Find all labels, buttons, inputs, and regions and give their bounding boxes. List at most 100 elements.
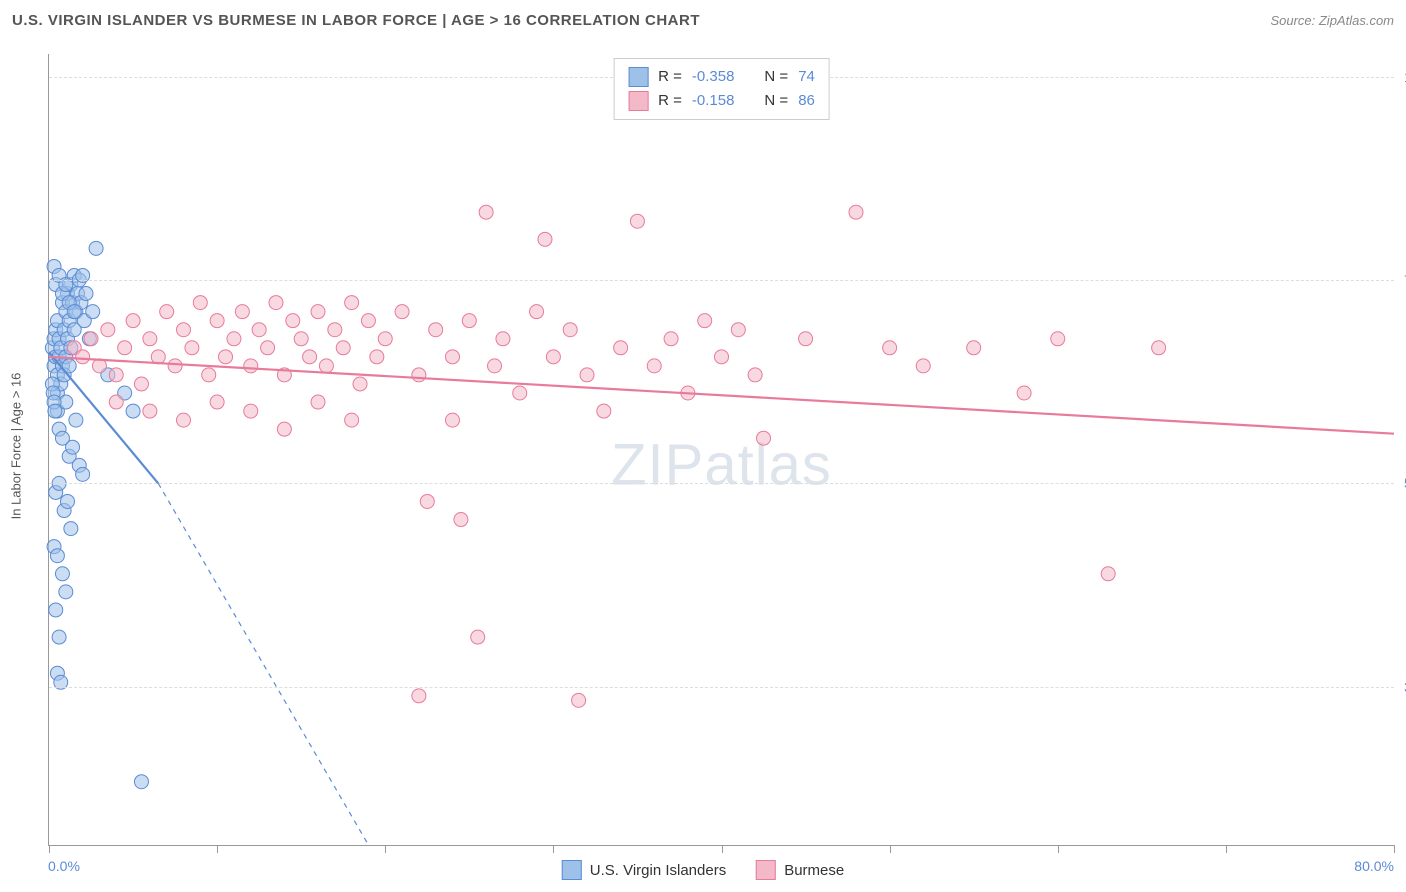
data-point — [471, 630, 485, 644]
data-point — [126, 404, 140, 418]
data-point — [614, 341, 628, 355]
chart-title: U.S. VIRGIN ISLANDER VS BURMESE IN LABOR… — [12, 12, 700, 29]
data-point — [345, 296, 359, 310]
legend-item-2: Burmese — [756, 860, 844, 880]
data-point — [210, 395, 224, 409]
legend-bottom-label-1: U.S. Virgin Islanders — [590, 862, 726, 879]
r-value-2: -0.158 — [692, 89, 735, 113]
data-point — [883, 341, 897, 355]
data-point — [412, 689, 426, 703]
data-point — [177, 323, 191, 337]
x-tick — [722, 845, 723, 853]
data-point — [395, 305, 409, 319]
gridline-h — [49, 280, 1394, 281]
data-point — [118, 341, 132, 355]
r-label-2: R = — [658, 89, 682, 113]
data-point — [328, 323, 342, 337]
data-point — [277, 422, 291, 436]
data-point — [49, 603, 63, 617]
data-point — [311, 305, 325, 319]
data-point — [64, 522, 78, 536]
data-point — [1101, 567, 1115, 581]
data-point — [698, 314, 712, 328]
x-axis-min-label: 0.0% — [48, 858, 80, 874]
data-point — [454, 513, 468, 527]
data-point — [731, 323, 745, 337]
x-tick — [385, 845, 386, 853]
data-point — [311, 395, 325, 409]
n-label-2: N = — [764, 89, 788, 113]
data-point — [210, 314, 224, 328]
x-tick — [49, 845, 50, 853]
data-point — [580, 368, 594, 382]
data-point — [319, 359, 333, 373]
r-label-1: R = — [658, 65, 682, 89]
data-point — [79, 287, 93, 301]
data-point — [412, 368, 426, 382]
data-point — [916, 359, 930, 373]
x-tick — [553, 845, 554, 853]
data-point — [462, 314, 476, 328]
data-point — [664, 332, 678, 346]
data-point — [86, 305, 100, 319]
data-point — [48, 404, 62, 418]
data-point — [101, 323, 115, 337]
data-point — [50, 549, 64, 563]
data-point — [134, 377, 148, 391]
data-point — [597, 404, 611, 418]
data-point — [160, 305, 174, 319]
x-axis-max-label: 80.0% — [1354, 858, 1394, 874]
data-point — [76, 350, 90, 364]
data-point — [269, 296, 283, 310]
data-point — [294, 332, 308, 346]
data-point — [76, 467, 90, 481]
data-point — [69, 413, 83, 427]
data-point — [849, 205, 863, 219]
data-point — [967, 341, 981, 355]
data-point — [546, 350, 560, 364]
source-attribution: Source: ZipAtlas.com — [1270, 13, 1394, 28]
data-point — [563, 323, 577, 337]
data-point — [143, 404, 157, 418]
y-tick-label: 32.5% — [1396, 679, 1406, 695]
data-point — [185, 341, 199, 355]
x-tick — [1226, 845, 1227, 853]
data-point — [67, 305, 81, 319]
data-point — [52, 630, 66, 644]
data-point — [799, 332, 813, 346]
data-point — [168, 359, 182, 373]
y-tick-label: 77.5% — [1396, 272, 1406, 288]
trend-line-extrapolated — [158, 483, 368, 845]
data-point — [252, 323, 266, 337]
data-point — [353, 377, 367, 391]
data-point — [378, 332, 392, 346]
data-point — [193, 296, 207, 310]
data-point — [177, 413, 191, 427]
data-point — [446, 413, 460, 427]
data-point — [429, 323, 443, 337]
gridline-h — [49, 687, 1394, 688]
trend-line — [49, 357, 1394, 434]
data-point — [530, 305, 544, 319]
data-point — [513, 386, 527, 400]
data-point — [446, 350, 460, 364]
data-point — [420, 494, 434, 508]
chart-plot-area: ZIPatlas R = -0.358 N = 74 R = -0.158 N … — [48, 54, 1394, 846]
header: U.S. VIRGIN ISLANDER VS BURMESE IN LABOR… — [0, 0, 1406, 37]
x-tick — [217, 845, 218, 853]
data-point — [757, 431, 771, 445]
data-point — [84, 332, 98, 346]
r-value-1: -0.358 — [692, 65, 735, 89]
data-point — [109, 368, 123, 382]
data-point — [479, 205, 493, 219]
data-point — [748, 368, 762, 382]
legend-item-1: U.S. Virgin Islanders — [562, 860, 726, 880]
data-point — [715, 350, 729, 364]
data-point — [126, 314, 140, 328]
scatter-svg — [49, 54, 1394, 845]
x-tick — [1058, 845, 1059, 853]
x-tick — [890, 845, 891, 853]
data-point — [219, 350, 233, 364]
gridline-h — [49, 483, 1394, 484]
data-point — [227, 332, 241, 346]
